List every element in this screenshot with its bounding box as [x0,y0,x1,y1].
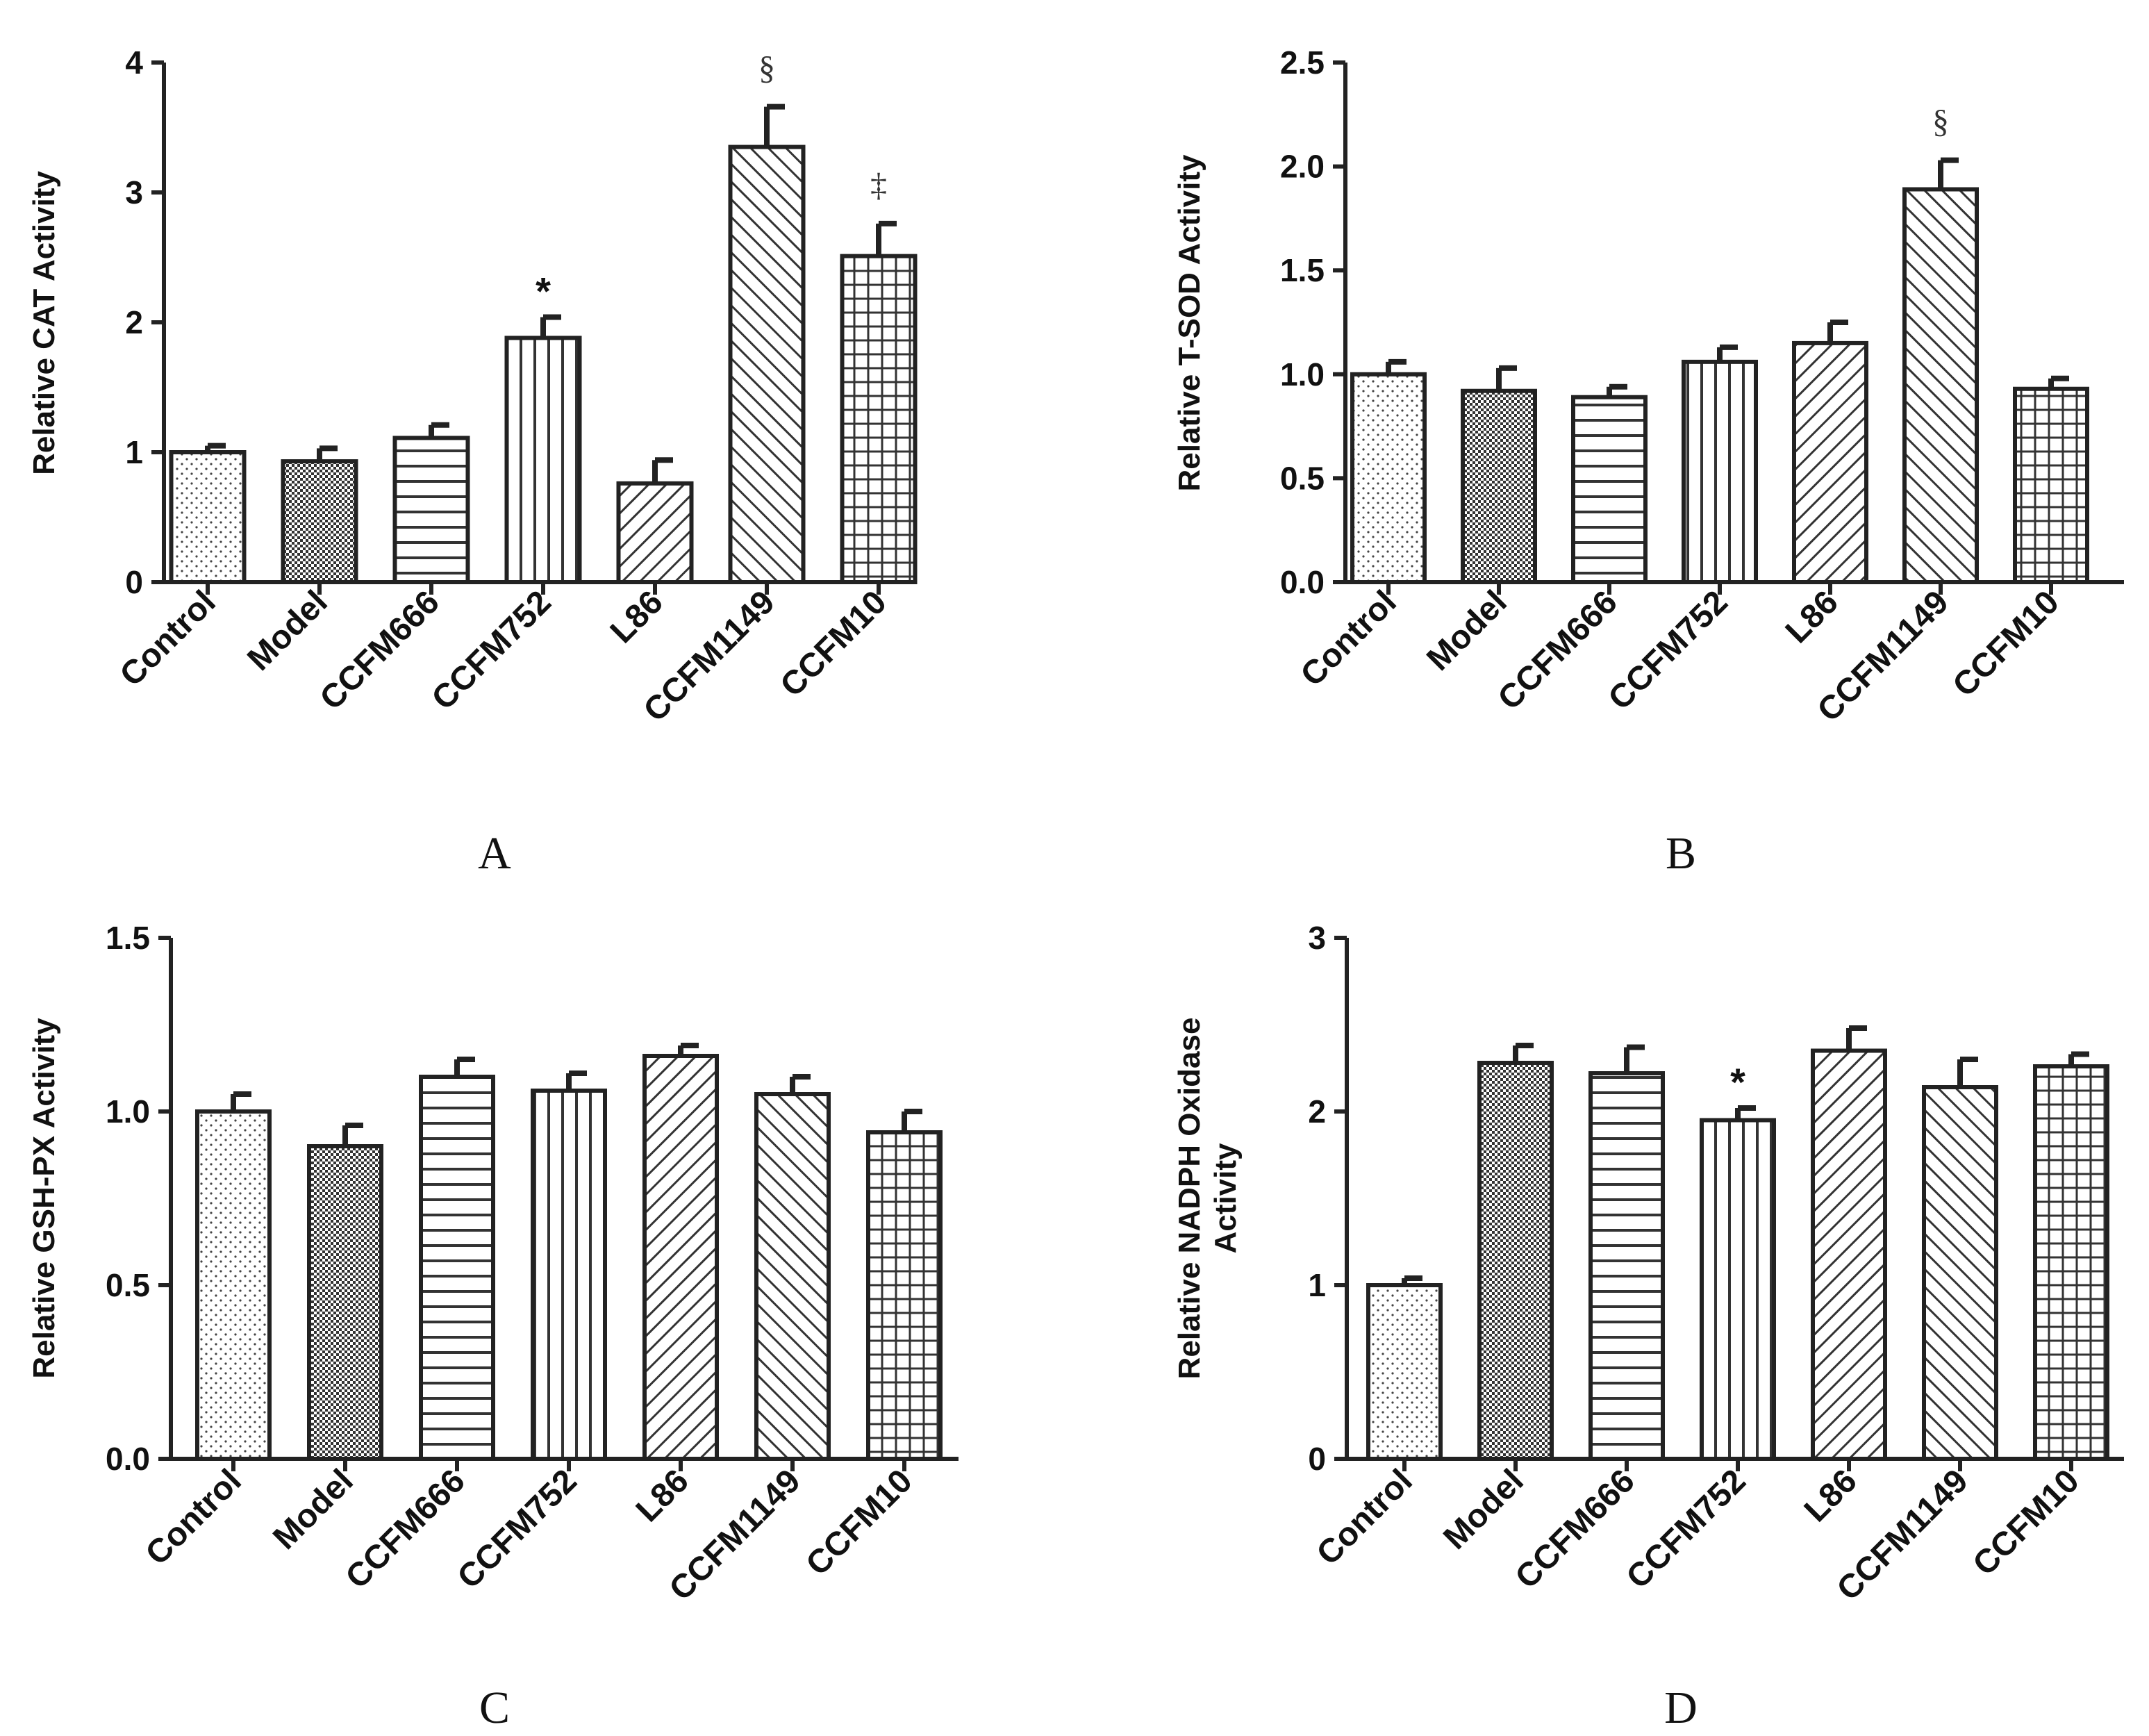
x-tick-label: CCFM10 [799,1462,920,1582]
bar-ccfm1149 [1922,1085,1998,1461]
bar-ccfm752 [531,1089,607,1461]
y-axis-label-line: Relative NADPH Oxidase [1172,1018,1206,1380]
y-tick-label: 1.5 [106,920,150,956]
bar-ccfm1149 [728,144,806,585]
y-tick-label: 1 [1308,1267,1326,1303]
y-axis-label: Relative GSH-PX Activity [27,1018,61,1379]
bar-l86 [642,1054,719,1461]
y-axis-label-line: Activity [1209,1143,1243,1253]
bar-model [1477,1061,1554,1461]
x-tick-label: CCFM666 [1509,1462,1642,1596]
bar-control [1366,1283,1443,1461]
significance-mark: § [1932,104,1949,140]
panel-letter: D [1664,1683,1698,1733]
bar-control [1350,372,1427,584]
y-tick-label: 3 [1308,920,1326,956]
significance-mark: * [536,270,551,313]
bar-l86 [1792,340,1868,584]
y-tick-label: 0 [1308,1441,1326,1477]
x-tick-label: L86 [1798,1462,1864,1529]
chart-panel-b: 0.0 0.5 1.0 1.5 2.0 2.5 Relative T-SOD Activit… [1172,44,2124,879]
bar-model [1461,388,1537,585]
y-axis-label: Relative T-SOD Activity [1172,154,1206,491]
bar-ccfm666 [392,436,470,584]
y-tick-label: 0.5 [106,1267,150,1303]
bar-model [307,1144,383,1461]
bar-ccfm666 [419,1075,495,1461]
x-tick-label: CCFM752 [451,1462,584,1596]
bar-ccfm666 [1588,1071,1665,1461]
y-tick-label: 0.0 [1280,564,1325,600]
bar-ccfm752 [1700,1118,1776,1461]
x-tick-label: CCFM752 [1602,584,1735,717]
x-tick-label: Model [240,584,335,678]
y-tick-label: 2 [1308,1093,1326,1130]
x-tick-label: Control [139,1462,249,1572]
panel-letter: B [1666,828,1696,879]
x-tick-label: Control [1294,584,1404,693]
x-tick-label: CCFM666 [1491,584,1625,717]
significance-mark: * [1730,1060,1745,1104]
y-tick-label: 0.5 [1280,460,1325,496]
bar-ccfm10 [2033,1064,2109,1461]
x-tick-label: CCFM10 [1946,584,2066,704]
bar-l86 [616,481,694,584]
x-tick-label: L86 [1779,584,1845,650]
x-tick-label: CCFM752 [1620,1462,1753,1596]
bar-control [195,1109,272,1461]
bar-ccfm752 [504,336,582,584]
panel-letter: A [478,828,511,879]
y-tick-label: 3 [125,174,143,210]
bar-ccfm752 [1682,359,1758,585]
bar-ccfm10 [2013,386,2089,585]
chart-panel-c: 0.0 0.5 1.0 1.5 Relative GSH-PX Activity Cont… [27,920,959,1733]
chart-panel-d: 0 1 2 3 Relative NADPH OxidaseActivity Contro… [1172,920,2124,1733]
y-tick-label: 0.0 [106,1441,150,1477]
x-tick-label: Model [266,1462,360,1557]
y-tick-label: 2 [125,304,143,340]
y-axis-label: Relative NADPH OxidaseActivity [1172,1018,1243,1380]
y-axis-label: Relative CAT Activity [27,171,61,475]
x-tick-label: CCFM666 [313,584,447,717]
x-tick-label: CCFM10 [1966,1462,2086,1582]
bar-control [169,450,247,584]
bar-ccfm10 [840,254,918,584]
y-tick-label: 1.0 [106,1093,150,1130]
y-tick-label: 2.5 [1280,44,1325,81]
bar-ccfm666 [1571,395,1648,584]
x-tick-label: Model [1436,1462,1531,1557]
bar-model [281,459,358,585]
x-tick-label: CCFM666 [339,1462,472,1596]
significance-mark: § [758,50,775,87]
y-tick-label: 1 [125,434,143,470]
x-tick-label: CCFM10 [774,584,894,704]
bar-ccfm1149 [754,1092,831,1461]
bar-ccfm10 [866,1130,943,1461]
x-tick-label: Model [1420,584,1514,678]
panel-letter: C [479,1683,510,1733]
y-tick-label: 1.5 [1280,252,1325,288]
x-tick-label: Control [113,584,223,693]
x-tick-label: CCFM752 [425,584,558,717]
x-tick-label: Control [1310,1462,1420,1572]
y-tick-label: 1.0 [1280,356,1325,392]
y-tick-label: 4 [125,44,143,81]
y-tick-label: 0 [125,564,143,600]
significance-mark: ‡ [870,167,887,204]
y-tick-label: 2.0 [1280,149,1325,185]
x-tick-label: L86 [604,584,670,650]
x-tick-label: L86 [629,1462,696,1529]
bar-ccfm1149 [1902,187,1979,584]
bar-l86 [1811,1048,1887,1461]
